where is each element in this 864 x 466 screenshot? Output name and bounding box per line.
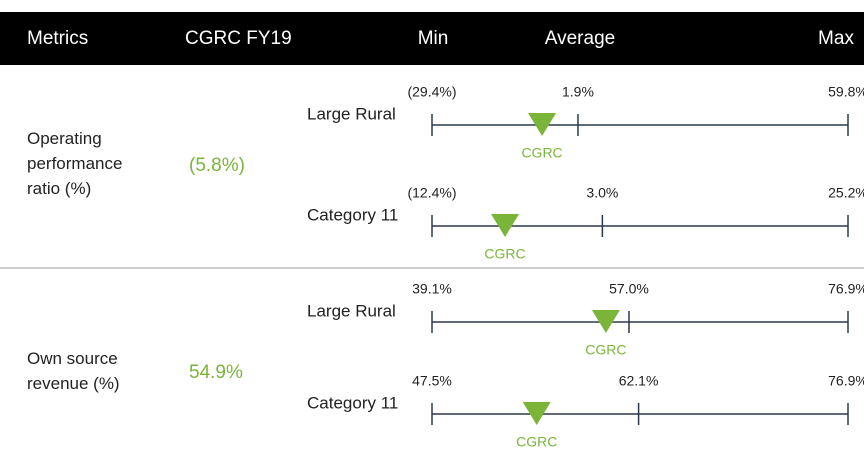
group-label: Large Rural bbox=[307, 301, 396, 320]
column-header: CGRC FY19 bbox=[185, 28, 292, 49]
metric-name: Operating performance ratio (%) bbox=[27, 129, 123, 198]
group-label: Category 11 bbox=[307, 393, 398, 412]
header-bar bbox=[0, 12, 864, 65]
marker-label: CGRC bbox=[484, 246, 525, 262]
range-label: (29.4%) bbox=[407, 84, 456, 100]
range-label: 59.8% bbox=[828, 84, 864, 100]
range-label: 3.0% bbox=[586, 185, 618, 201]
metric-value: (5.8%) bbox=[189, 155, 245, 176]
group-label: Large Rural bbox=[307, 104, 396, 123]
metric-name: Own source revenue (%) bbox=[27, 349, 120, 393]
range-label: 39.1% bbox=[412, 281, 452, 297]
metric-value: 54.9% bbox=[189, 362, 243, 383]
column-header: Average bbox=[545, 28, 615, 49]
range-label: 62.1% bbox=[619, 373, 659, 389]
marker-label: CGRC bbox=[521, 145, 562, 161]
range-label: 1.9% bbox=[562, 84, 594, 100]
range-label: 76.9% bbox=[828, 373, 864, 389]
range-label: (12.4%) bbox=[407, 185, 456, 201]
column-header: Metrics bbox=[27, 28, 88, 49]
cgrc-marker bbox=[491, 214, 520, 237]
range-label: 57.0% bbox=[609, 281, 649, 297]
cgrc-marker bbox=[528, 113, 557, 136]
cgrc-marker bbox=[522, 402, 551, 425]
column-header: Min bbox=[418, 28, 449, 49]
range-label: 25.2% bbox=[828, 185, 864, 201]
range-label: 76.9% bbox=[828, 281, 864, 297]
column-header: Max bbox=[818, 28, 854, 49]
range-label: 47.5% bbox=[412, 373, 452, 389]
group-label: Category 11 bbox=[307, 205, 398, 224]
marker-label: CGRC bbox=[585, 342, 626, 358]
cgrc-marker bbox=[591, 310, 620, 333]
marker-label: CGRC bbox=[516, 434, 557, 450]
